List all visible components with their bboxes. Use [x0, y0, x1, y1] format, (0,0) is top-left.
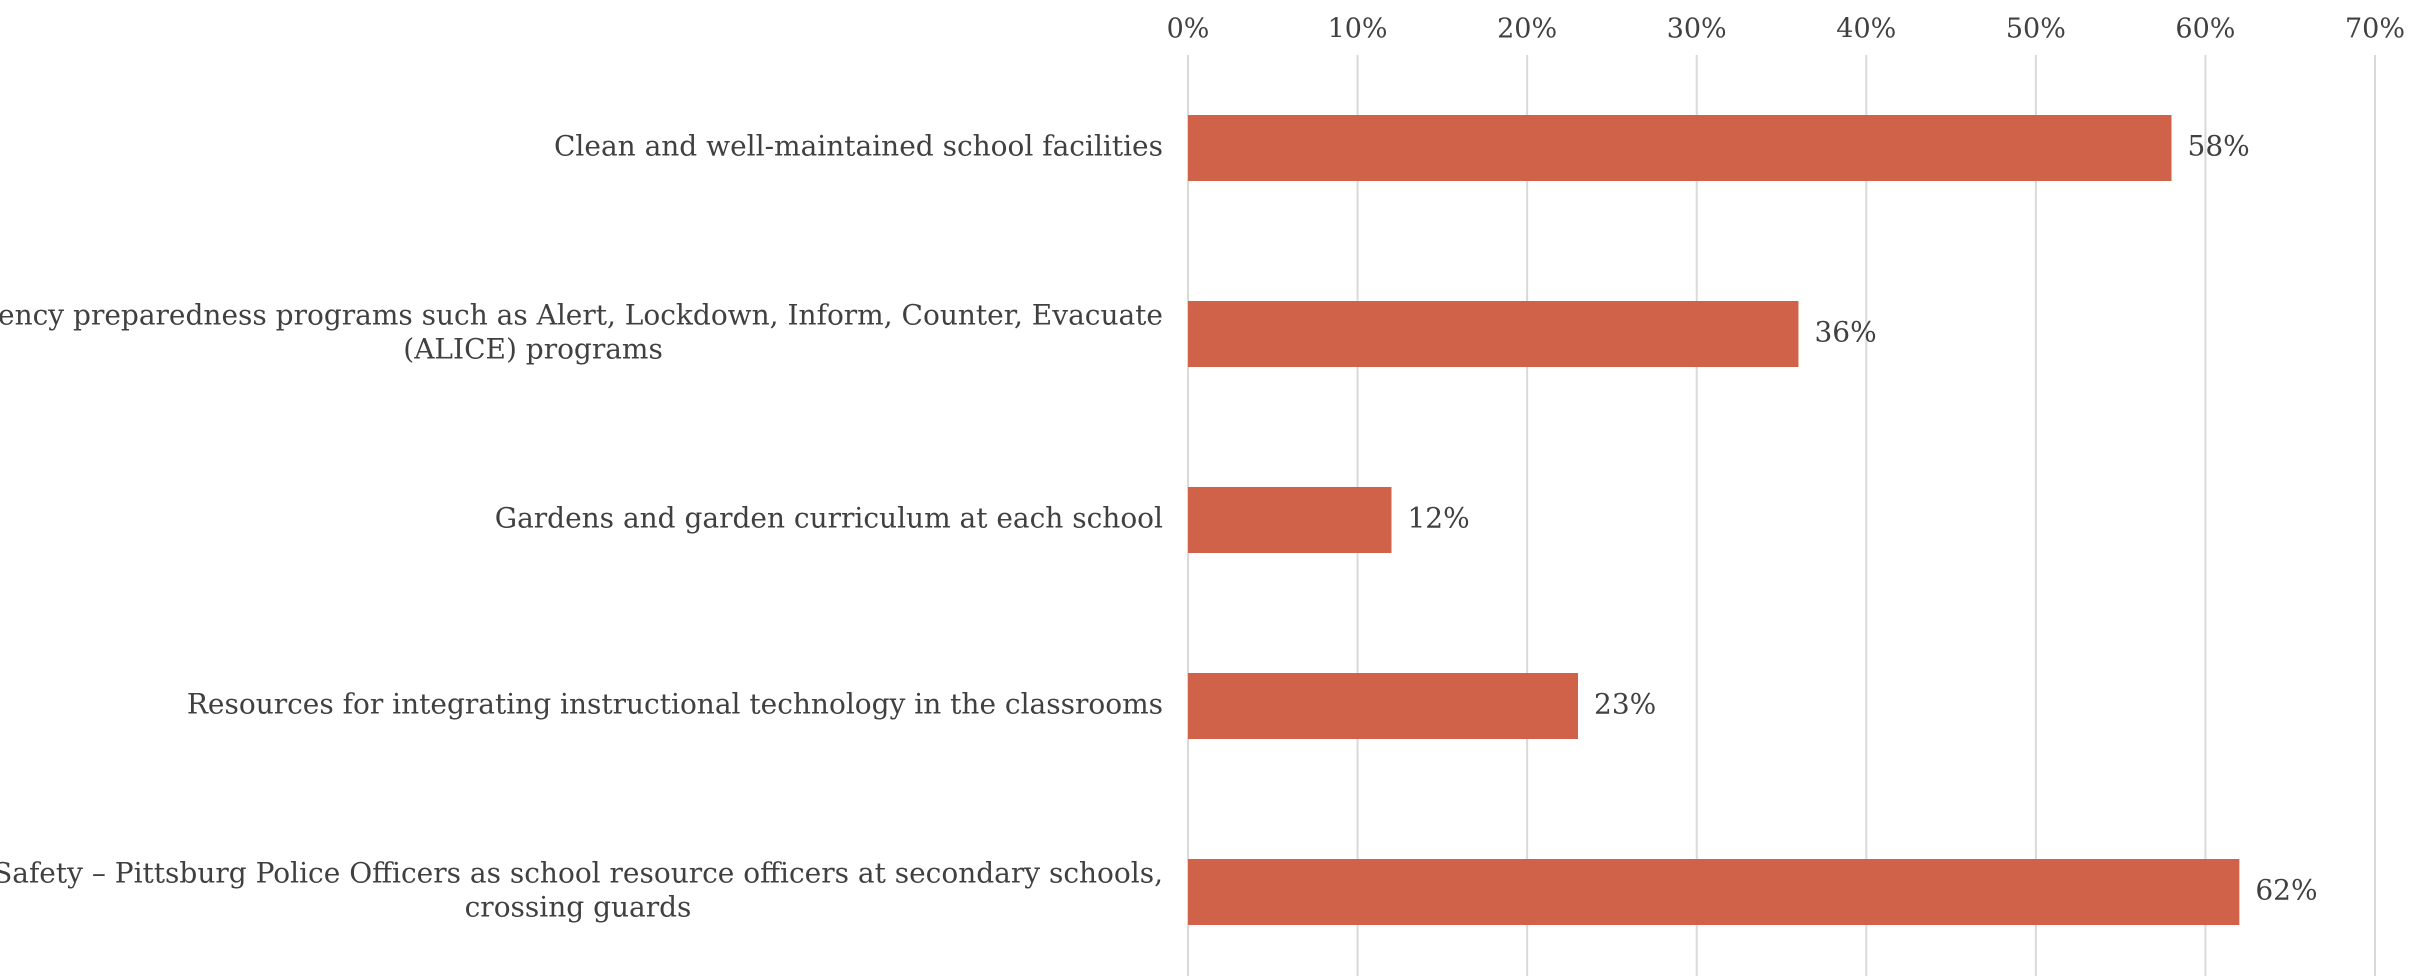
x-axis-tick-labels: 0% 10% 20% 30% 40% 50% 60% 70%: [1167, 14, 2405, 45]
gridlines: [1187, 55, 2376, 976]
category-label-line: crossing guards: [465, 891, 692, 924]
category-label: Clean and well-maintained school facilit…: [554, 130, 1163, 163]
x-tick-label: 70%: [2345, 14, 2405, 45]
bar: [1188, 301, 1799, 367]
category-label: Resources for integrating instructional …: [187, 688, 1163, 721]
category-label: Gardens and garden curriculum at each sc…: [495, 502, 1163, 535]
data-labels: 58% 36% 12% 23% 62%: [1407, 130, 2317, 907]
x-tick-label: 30%: [1667, 14, 1727, 45]
data-label: 12%: [1407, 502, 1469, 535]
data-label: 58%: [2188, 130, 2250, 163]
bar: [1188, 673, 1579, 739]
bar: [1188, 487, 1392, 553]
x-tick-label: 0%: [1167, 14, 1210, 45]
category-labels: Clean and well-maintained school facilit…: [0, 130, 1163, 924]
bar: [1188, 859, 2240, 925]
data-label: 23%: [1594, 688, 1656, 721]
x-tick-label: 60%: [2175, 14, 2235, 45]
x-tick-label: 20%: [1497, 14, 1557, 45]
bars: [1188, 115, 2240, 925]
bar: [1188, 115, 2172, 181]
category-label-line: (ALICE) programs: [403, 333, 663, 366]
category-label-line: Safety – Pittsburg Police Officers as sc…: [0, 857, 1163, 890]
category-label-line: Emergency preparedness programs such as …: [0, 299, 1163, 332]
x-tick-label: 50%: [2006, 14, 2066, 45]
data-label: 62%: [2255, 874, 2317, 907]
data-label: 36%: [1814, 316, 1876, 349]
x-tick-label: 10%: [1328, 14, 1388, 45]
x-tick-label: 40%: [1836, 14, 1896, 45]
